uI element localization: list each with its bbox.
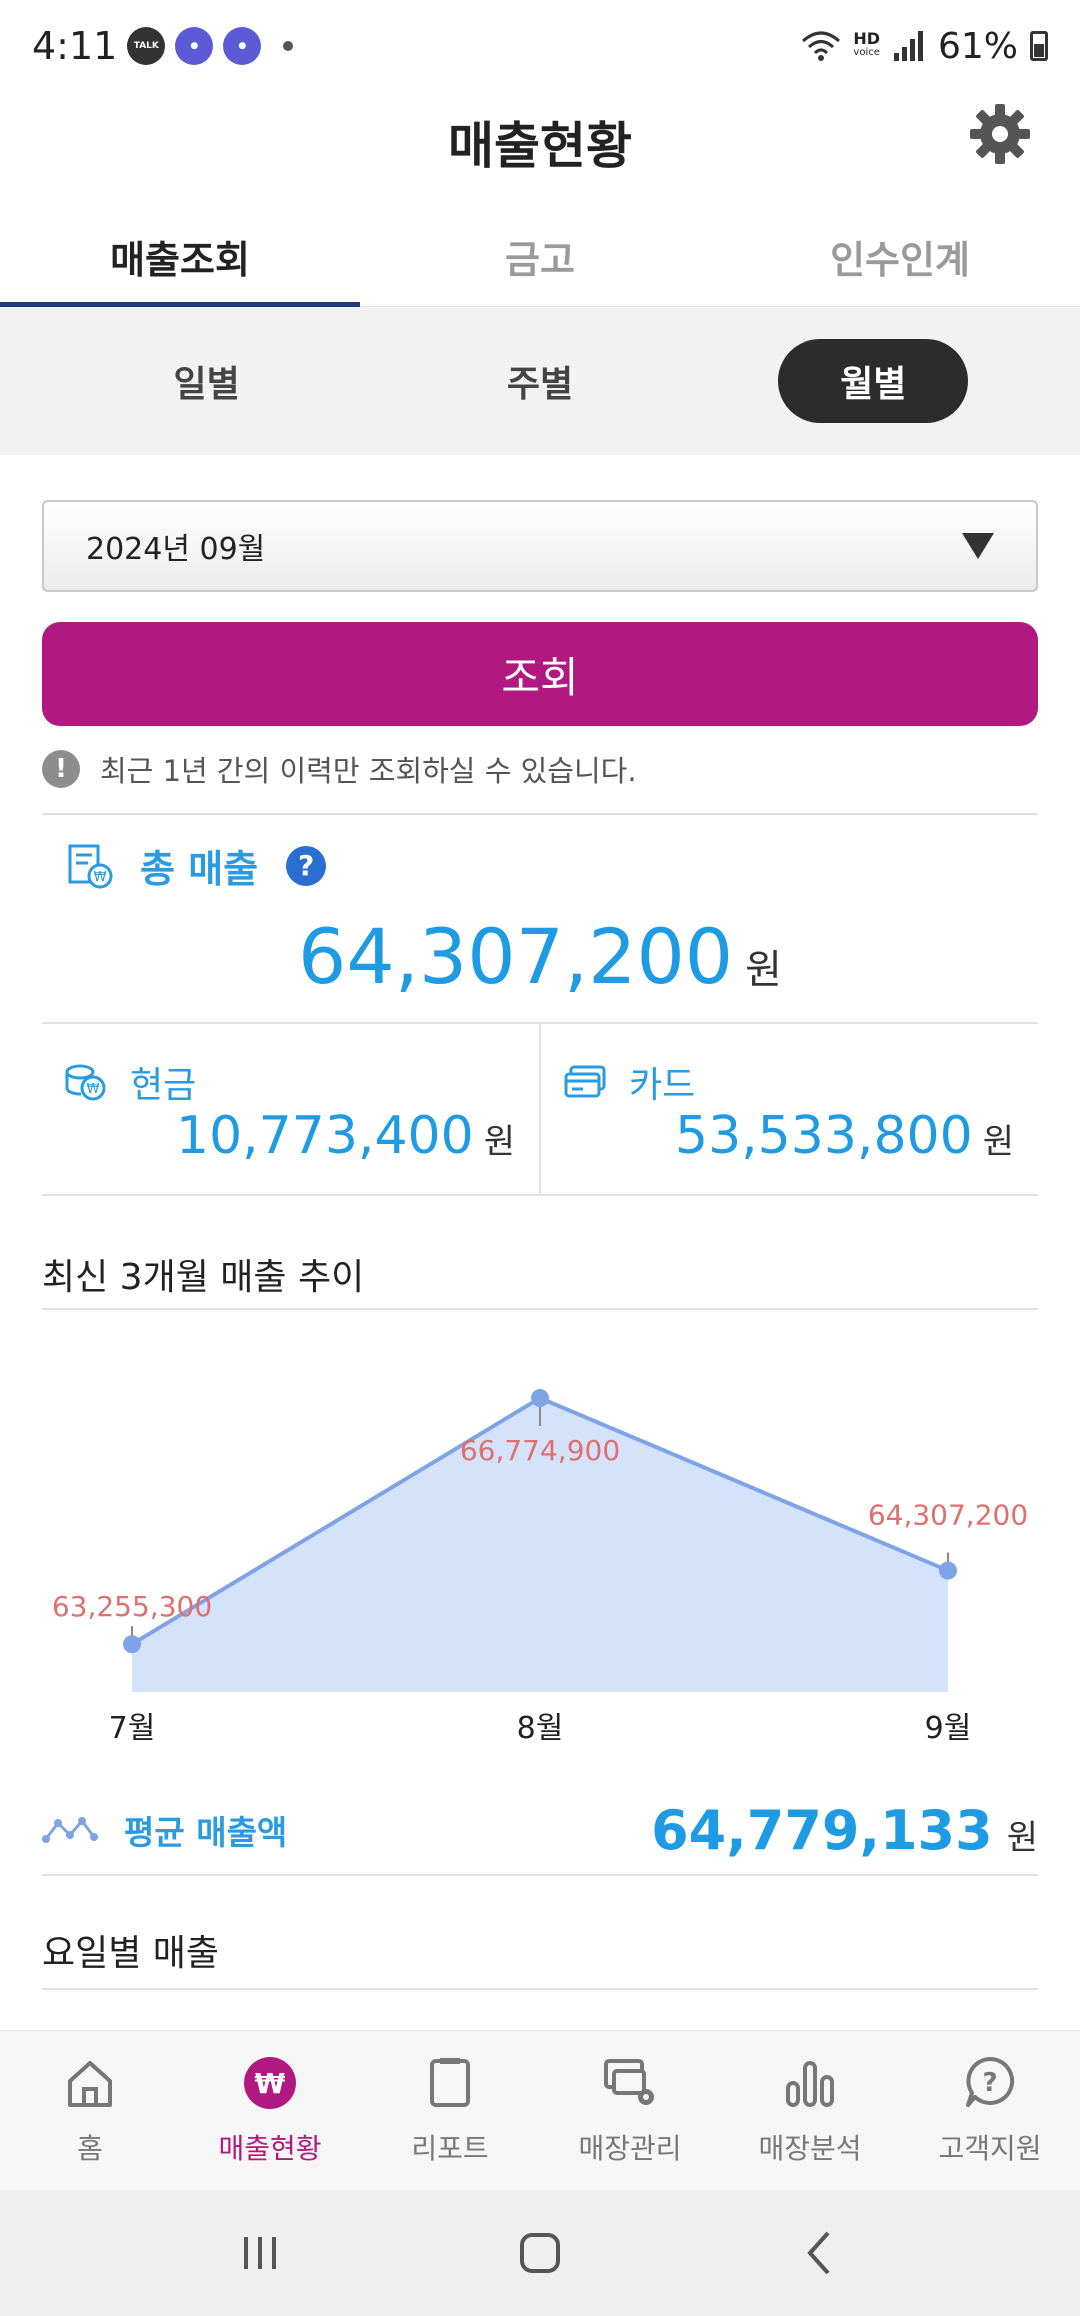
status-bar: 4:11 TALK ● ● HD voice 61% bbox=[0, 0, 1080, 92]
exclamation-icon: ! bbox=[42, 750, 80, 788]
divider bbox=[42, 1988, 1038, 1990]
battery-percent: 61% bbox=[937, 25, 1018, 67]
main-tabs: 매출조회 금고 인수인계 bbox=[0, 205, 1080, 307]
cash-amount: 10,773,400 bbox=[175, 1106, 474, 1166]
card-cell: 카드 53,533,800 원 bbox=[539, 1024, 1038, 1194]
hd-voice-label: HD bbox=[853, 29, 880, 48]
recent-apps-icon[interactable] bbox=[230, 2223, 290, 2283]
period-daily-button[interactable]: 일별 bbox=[173, 364, 240, 405]
query-button[interactable]: 조회 bbox=[42, 622, 1038, 726]
data-label: 63,255,300 bbox=[52, 1590, 212, 1623]
dropdown-caret-icon bbox=[962, 533, 994, 559]
nav-store-manage[interactable]: 매장관리 bbox=[540, 2031, 720, 2190]
support-icon: ? bbox=[966, 2056, 1015, 2107]
home-button-icon[interactable] bbox=[510, 2223, 570, 2283]
nav-store-analysis[interactable]: 매장분석 bbox=[720, 2031, 900, 2190]
nav-home-label: 홈 bbox=[77, 2132, 103, 2165]
data-point bbox=[939, 1561, 957, 1580]
app-notification-icon: ● bbox=[175, 27, 214, 65]
nav-report[interactable]: 리포트 bbox=[360, 2031, 540, 2190]
card-label: 카드 bbox=[629, 1065, 696, 1106]
payment-breakdown: ₩ 현금 10,773,400 원 카드 53,533,800 원 bbox=[42, 1022, 1038, 1196]
notice: ! 최근 1년 간의 이력만 조회하실 수 있습니다. bbox=[42, 748, 637, 790]
tab-handover[interactable]: 인수인계 bbox=[830, 238, 970, 282]
period-weekly-button[interactable]: 주별 bbox=[506, 364, 574, 405]
cash-label: 현금 bbox=[130, 1065, 197, 1106]
bottom-navigation: 홈 ₩ 매출현황 리포트 매장관리 매장분석 bbox=[0, 2030, 1080, 2190]
nav-sales-status[interactable]: ₩ 매출현황 bbox=[180, 2031, 360, 2190]
data-point bbox=[531, 1389, 549, 1407]
report-icon bbox=[430, 2058, 470, 2107]
weekday-section-title: 요일별 매출 bbox=[42, 1933, 220, 1974]
total-sales-label: 총 매출 bbox=[140, 847, 259, 891]
more-notifications-dot-icon bbox=[283, 41, 294, 51]
app-header: 매출현황 bbox=[0, 92, 1080, 182]
average-sales-label: 평균 매출액 bbox=[124, 1813, 288, 1852]
data-label: 66,774,900 bbox=[460, 1434, 620, 1467]
card-amount: 53,533,800 bbox=[674, 1106, 973, 1166]
x-tick-label: 8월 bbox=[517, 1711, 564, 1746]
svg-text:₩: ₩ bbox=[255, 2067, 286, 2100]
svg-text:₩: ₩ bbox=[87, 1082, 100, 1097]
tab-sales-inquiry[interactable]: 매출조회 bbox=[0, 205, 360, 307]
divider bbox=[42, 1874, 1038, 1876]
trend-line-icon bbox=[42, 1817, 98, 1843]
help-icon[interactable]: ? bbox=[286, 845, 327, 886]
nav-home[interactable]: 홈 bbox=[0, 2031, 180, 2190]
cash-unit: 원 bbox=[483, 1122, 515, 1162]
average-sales-unit: 원 bbox=[1006, 1817, 1038, 1858]
status-time: 4:11 bbox=[32, 24, 118, 68]
app-notification-icon: ● bbox=[223, 27, 262, 65]
nav-sales-status-label: 매출현황 bbox=[218, 2132, 322, 2165]
svg-text:₩: ₩ bbox=[94, 870, 107, 885]
total-sales-unit: 원 bbox=[745, 947, 782, 993]
nav-store-manage-label: 매장관리 bbox=[578, 2132, 682, 2165]
data-point bbox=[123, 1635, 141, 1654]
period-selector: 일별 주별 월별 bbox=[0, 307, 1080, 455]
total-sales-value: 64,307,200 원 bbox=[0, 912, 1080, 1001]
system-navigation bbox=[0, 2190, 1080, 2316]
period-monthly-button[interactable]: 월별 bbox=[778, 339, 969, 423]
x-tick-label: 9월 bbox=[925, 1711, 972, 1746]
divider bbox=[42, 1308, 1038, 1310]
total-sales-amount: 64,307,200 bbox=[298, 912, 734, 1001]
nav-store-analysis-label: 매장분석 bbox=[758, 2132, 862, 2165]
notice-text: 최근 1년 간의 이력만 조회하실 수 있습니다. bbox=[100, 754, 637, 788]
svg-text:?: ? bbox=[982, 2068, 997, 2098]
back-icon[interactable] bbox=[790, 2223, 850, 2283]
trend-area bbox=[132, 1398, 948, 1692]
sales-trend-chart: 63,255,300 7월 66,774,900 8월 64,307,200 9월 bbox=[52, 1389, 1028, 1746]
signal-icon bbox=[893, 31, 923, 61]
wifi-icon bbox=[802, 31, 841, 61]
kakaotalk-notification-icon: TALK bbox=[127, 27, 166, 65]
x-tick-label: 7월 bbox=[109, 1711, 156, 1746]
store-manage-icon bbox=[604, 2059, 654, 2105]
data-label: 64,307,200 bbox=[868, 1499, 1028, 1532]
month-select-value: 2024년 09월 bbox=[86, 532, 266, 567]
month-select[interactable]: 2024년 09월 bbox=[42, 500, 1038, 592]
credit-card-icon bbox=[564, 1065, 606, 1098]
coins-won-icon: ₩ bbox=[65, 1064, 106, 1101]
average-sales-row: 평균 매출액 64,779,133 원 bbox=[42, 1790, 1038, 1870]
nav-report-label: 리포트 bbox=[411, 2132, 489, 2165]
nav-customer-support[interactable]: ? 고객지원 bbox=[900, 2031, 1080, 2190]
average-sales-amount: 64,779,133 bbox=[651, 1798, 993, 1862]
card-unit: 원 bbox=[982, 1122, 1014, 1162]
analysis-icon bbox=[786, 2061, 834, 2107]
won-icon: ₩ bbox=[244, 2057, 296, 2109]
divider bbox=[42, 813, 1038, 815]
home-icon bbox=[68, 2061, 112, 2107]
hd-voice-sub: voice bbox=[853, 47, 880, 58]
nav-customer-support-label: 고객지원 bbox=[938, 2132, 1042, 2165]
receipt-won-icon: ₩ bbox=[68, 844, 113, 888]
page-title: 매출현황 bbox=[448, 117, 632, 175]
cash-cell: ₩ 현금 10,773,400 원 bbox=[42, 1024, 539, 1194]
hd-voice-icon: HD voice bbox=[853, 29, 880, 60]
trend-section-title: 최신 3개월 매출 추이 bbox=[42, 1257, 365, 1298]
gear-icon[interactable] bbox=[968, 102, 1032, 166]
battery-icon bbox=[1030, 31, 1048, 61]
total-sales-header: ₩ 총 매출 ? bbox=[66, 838, 327, 893]
tab-safe[interactable]: 금고 bbox=[505, 238, 575, 282]
